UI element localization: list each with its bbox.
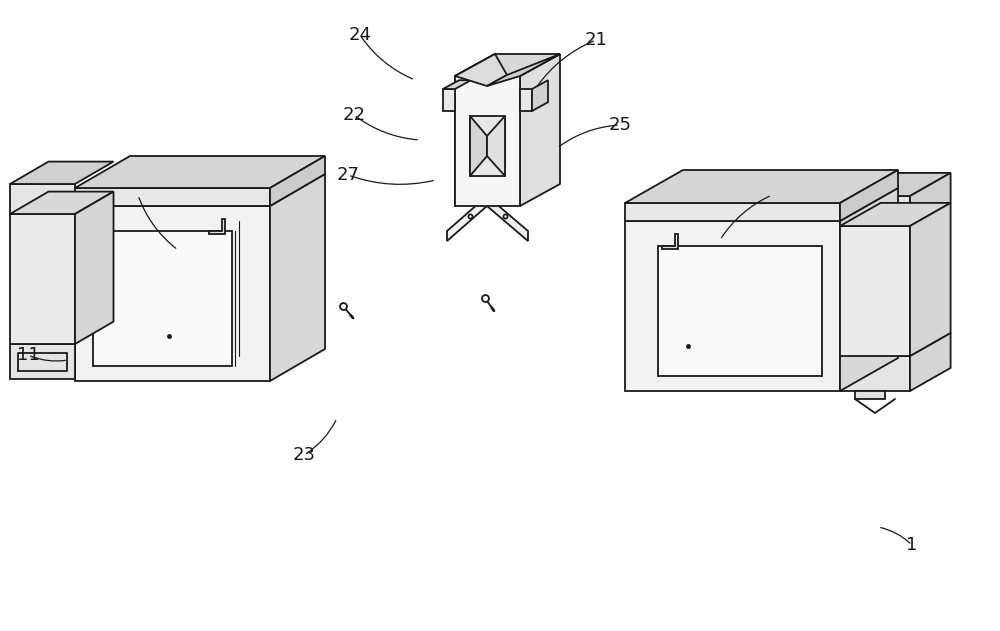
Polygon shape (443, 89, 455, 111)
Text: 11: 11 (17, 346, 39, 364)
Polygon shape (270, 156, 325, 206)
Polygon shape (910, 173, 951, 226)
Text: 22: 22 (342, 106, 366, 124)
Text: 25: 25 (608, 116, 632, 134)
Polygon shape (840, 356, 910, 391)
Polygon shape (443, 80, 471, 89)
Polygon shape (487, 196, 528, 241)
Polygon shape (10, 162, 114, 184)
Polygon shape (10, 214, 75, 344)
Text: 1: 1 (906, 536, 918, 554)
Polygon shape (75, 174, 325, 206)
Polygon shape (10, 184, 75, 214)
Polygon shape (910, 333, 951, 391)
Polygon shape (209, 219, 225, 234)
Polygon shape (447, 196, 487, 241)
Polygon shape (625, 221, 840, 391)
Text: 23: 23 (292, 446, 316, 464)
Polygon shape (625, 188, 898, 221)
Text: 24: 24 (349, 26, 372, 44)
Polygon shape (840, 203, 951, 226)
Polygon shape (455, 76, 520, 206)
Polygon shape (840, 226, 910, 356)
Polygon shape (532, 80, 548, 111)
Text: 21: 21 (585, 31, 607, 49)
Polygon shape (455, 54, 507, 86)
Polygon shape (625, 170, 898, 203)
Polygon shape (93, 231, 232, 366)
Polygon shape (470, 116, 487, 176)
Polygon shape (840, 188, 898, 391)
Text: 27: 27 (336, 166, 360, 184)
Polygon shape (10, 192, 114, 214)
Polygon shape (625, 203, 840, 221)
Polygon shape (455, 54, 495, 206)
Polygon shape (855, 391, 885, 399)
Text: 26: 26 (761, 186, 783, 204)
Polygon shape (487, 54, 560, 86)
Polygon shape (270, 174, 325, 381)
Polygon shape (75, 156, 325, 188)
Polygon shape (75, 206, 270, 381)
Polygon shape (520, 89, 532, 111)
Polygon shape (840, 196, 910, 226)
Text: 12: 12 (127, 186, 149, 204)
Polygon shape (840, 170, 898, 221)
Polygon shape (910, 203, 951, 356)
Polygon shape (455, 54, 560, 76)
Polygon shape (470, 116, 505, 176)
Polygon shape (10, 344, 75, 379)
Polygon shape (520, 54, 560, 206)
Polygon shape (658, 246, 822, 376)
Polygon shape (840, 173, 951, 196)
Polygon shape (487, 116, 505, 176)
Polygon shape (75, 188, 270, 206)
Polygon shape (75, 192, 114, 344)
Polygon shape (662, 234, 678, 249)
